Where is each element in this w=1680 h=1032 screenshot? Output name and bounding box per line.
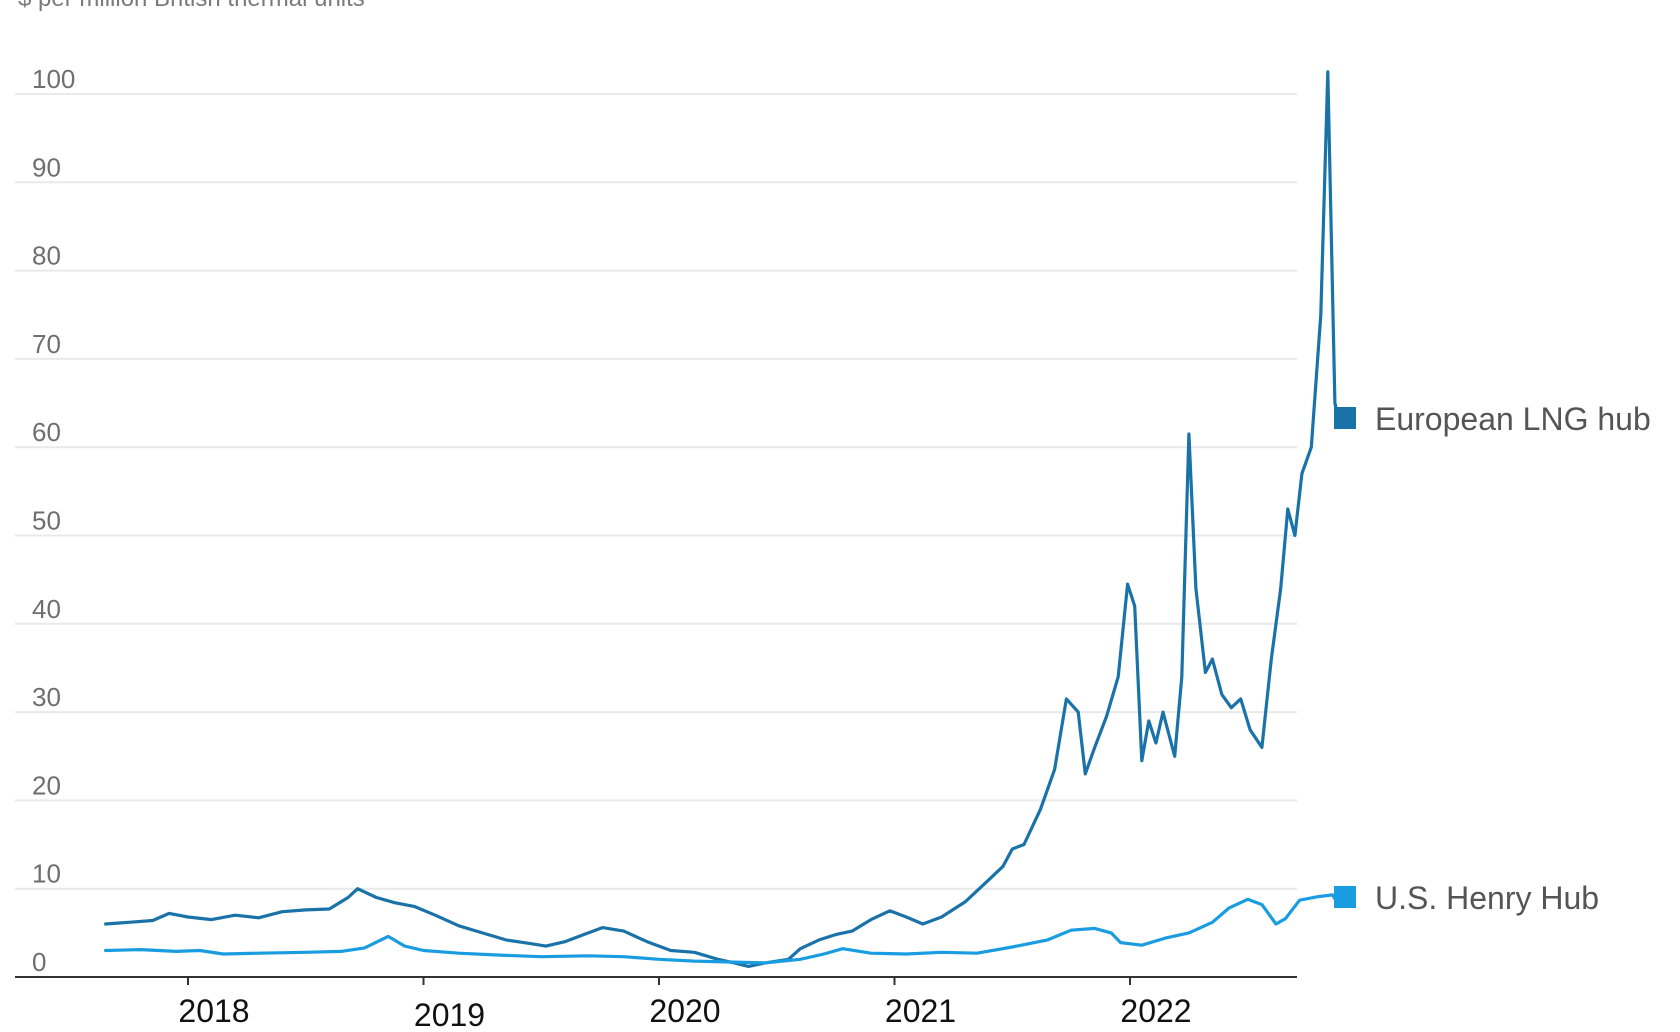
x-tick-label-2022: 2022: [1120, 993, 1191, 1029]
y-tick-label-60: 60: [32, 417, 61, 447]
x-axis-ticks: 2018 2019 2020 2021 2022: [178, 977, 1192, 1032]
y-tick-label-30: 30: [32, 682, 61, 712]
x-tick-label-2020: 2020: [649, 993, 720, 1029]
y-tick-label-80: 80: [32, 241, 61, 271]
legend-label-us-henry-hub: U.S. Henry Hub: [1375, 880, 1599, 916]
y-tick-label-90: 90: [32, 152, 61, 182]
x-tick-label-2019: 2019: [414, 997, 485, 1032]
y-tick-label-0: 0: [32, 947, 46, 977]
gridlines: [15, 93, 1297, 890]
x-tick-label-2021: 2021: [885, 993, 956, 1029]
y-tick-label-50: 50: [32, 506, 61, 536]
x-tick-label-2018: 2018: [178, 993, 249, 1029]
legend-swatch-european-lng-hub: [1334, 407, 1356, 429]
legend-label-european-lng-hub: European LNG hub: [1375, 401, 1651, 437]
legend-swatch-us-henry-hub: [1334, 886, 1356, 908]
y-tick-label-70: 70: [32, 329, 61, 359]
y-axis-tick-labels: 0 10 20 30 40 50 60 70 80 90 100: [32, 64, 75, 977]
series-line-european-lng-hub: [104, 70, 1342, 968]
y-tick-label-100: 100: [32, 64, 75, 94]
legend: European LNG hub U.S. Henry Hub: [1334, 401, 1651, 916]
y-tick-label-20: 20: [32, 770, 61, 800]
series-lines: [104, 70, 1342, 968]
y-tick-label-10: 10: [32, 859, 61, 889]
chart-title-fragment: $ per million British thermal units: [18, 0, 365, 12]
y-tick-label-40: 40: [32, 594, 61, 624]
series-line-us-henry-hub: [104, 893, 1342, 965]
